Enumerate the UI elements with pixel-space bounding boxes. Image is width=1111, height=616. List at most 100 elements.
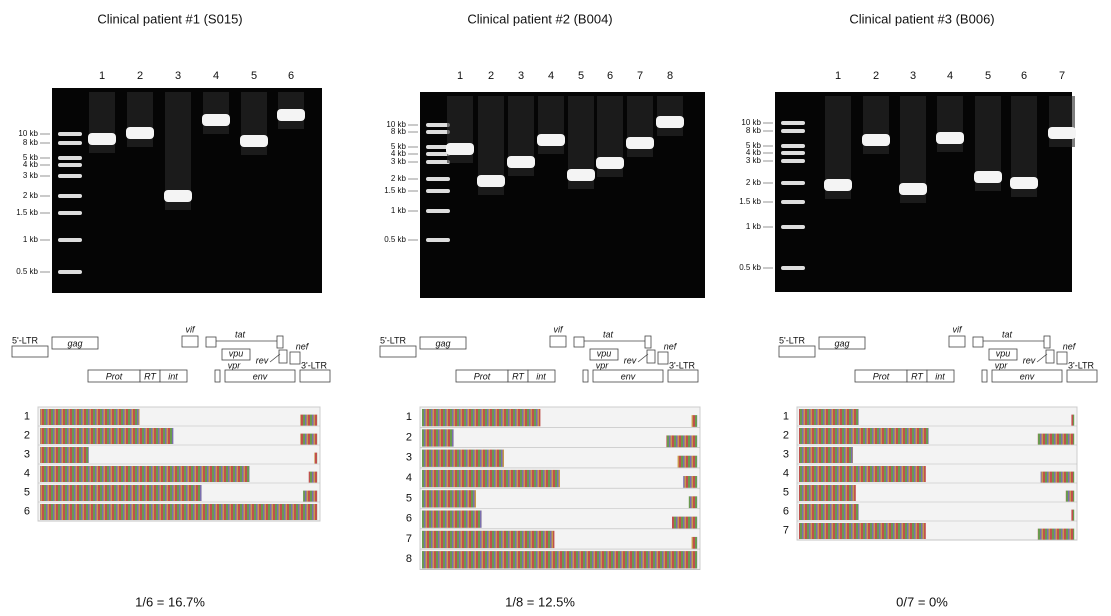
gene-box	[658, 352, 668, 364]
summary: 1/6 = 16.7%	[135, 594, 205, 609]
ladder-label: 3 kb	[23, 171, 39, 180]
gene-box	[206, 337, 216, 347]
row-label: 2	[783, 429, 789, 441]
gene-box	[779, 346, 815, 357]
gene-label: tat	[1002, 329, 1013, 339]
ladder-band	[426, 209, 450, 213]
row-label: 5	[783, 486, 789, 498]
coverage-bar	[422, 551, 697, 568]
row-label: 4	[783, 467, 789, 479]
gel-band	[507, 156, 535, 168]
row-label: 5	[24, 486, 30, 498]
gel-band	[862, 134, 890, 146]
ladder-band	[781, 200, 805, 204]
coverage-tail	[666, 435, 697, 447]
lane-label: 5	[578, 70, 584, 82]
gene-box	[215, 370, 220, 382]
lane-label: 4	[548, 70, 554, 82]
lane-label: 3	[518, 70, 524, 82]
ladder-band	[426, 160, 450, 164]
row-label: 4	[24, 467, 30, 479]
gene-box	[645, 336, 651, 348]
ladder-band	[58, 194, 82, 198]
gene-label: vif	[554, 324, 564, 334]
gene-label: vpr	[596, 360, 610, 370]
row-label: 3	[406, 452, 412, 464]
row-label: 2	[24, 429, 30, 441]
coverage-tail	[1066, 491, 1074, 502]
coverage-tail	[303, 491, 317, 502]
gene-label: 3'-LTR	[1068, 360, 1095, 370]
gene-label: env	[621, 371, 636, 381]
gene-box	[277, 336, 283, 348]
ladder-band	[781, 144, 805, 148]
coverage-tail	[689, 496, 697, 508]
ladder-band	[781, 266, 805, 270]
coverage-bar	[422, 429, 454, 446]
lane-label: 1	[457, 70, 463, 82]
gel-band	[477, 175, 505, 187]
coverage-bar	[40, 485, 202, 501]
ladder-band	[426, 177, 450, 181]
ladder-label: 8 kb	[23, 138, 39, 147]
lane-label: 6	[288, 70, 294, 82]
gene-box	[380, 346, 416, 357]
gel-band	[126, 127, 154, 139]
gel-band	[974, 171, 1002, 183]
gene-box	[1057, 352, 1067, 364]
ladder-band	[58, 238, 82, 242]
lane-label: 2	[488, 70, 494, 82]
ladder-band	[58, 141, 82, 145]
gene-label: Prot	[106, 371, 123, 381]
gel-band	[202, 114, 230, 126]
rev-link	[1037, 354, 1047, 362]
coverage-tail	[300, 415, 317, 426]
genome-map: 5'-LTRgagviftatvpurevnefvprProtRTintenv3…	[779, 324, 1097, 382]
gene-label: RT	[144, 371, 157, 381]
gel-band	[164, 190, 192, 202]
coverage-bar	[799, 485, 856, 501]
gene-label: tat	[235, 329, 246, 339]
ladder-band	[781, 151, 805, 155]
rev-link	[638, 354, 648, 362]
genome-map: 5'-LTRgagviftatvpurevnefvprProtRTintenv3…	[380, 324, 698, 382]
summary: 0/7 = 0%	[896, 594, 948, 609]
ladder-band	[58, 270, 82, 274]
coverage-bar	[40, 504, 317, 520]
gene-label: nef	[296, 341, 310, 351]
gene-box	[300, 370, 330, 382]
row-label: 3	[783, 448, 789, 460]
coverage-bar	[40, 428, 173, 444]
row-label: 4	[406, 472, 412, 484]
row-label: 5	[406, 492, 412, 504]
gel-band	[596, 157, 624, 169]
gel-band	[656, 116, 684, 128]
gene-label: 5'-LTR	[779, 335, 806, 345]
ladder-band	[781, 159, 805, 163]
gene-label: env	[1020, 371, 1035, 381]
gene-label: env	[253, 371, 268, 381]
gene-label: vif	[186, 324, 196, 334]
gene-box	[1067, 370, 1097, 382]
row-label: 1	[406, 411, 412, 423]
coverage-bar	[799, 428, 929, 444]
lane-label: 1	[835, 70, 841, 82]
ladder-band	[781, 121, 805, 125]
ladder-band	[58, 132, 82, 136]
gene-label: int	[168, 371, 178, 381]
ladder-label: 2 kb	[23, 191, 39, 200]
gene-label: vpu	[996, 348, 1011, 358]
ladder-band	[58, 174, 82, 178]
lane-label: 7	[1059, 70, 1065, 82]
ladder-label: 1.5 kb	[384, 186, 406, 195]
ladder-band	[781, 129, 805, 133]
gene-label: 3'-LTR	[669, 360, 696, 370]
gene-label: rev	[256, 355, 269, 365]
ladder-label: 3 kb	[746, 156, 762, 165]
lane-label: 2	[873, 70, 879, 82]
ladder-label: 1 kb	[746, 222, 762, 231]
panel-title: Clinical patient #1 (S015)	[97, 11, 242, 26]
row-label: 8	[406, 553, 412, 565]
coverage-bar	[422, 490, 476, 507]
coverage-bar	[799, 409, 859, 425]
